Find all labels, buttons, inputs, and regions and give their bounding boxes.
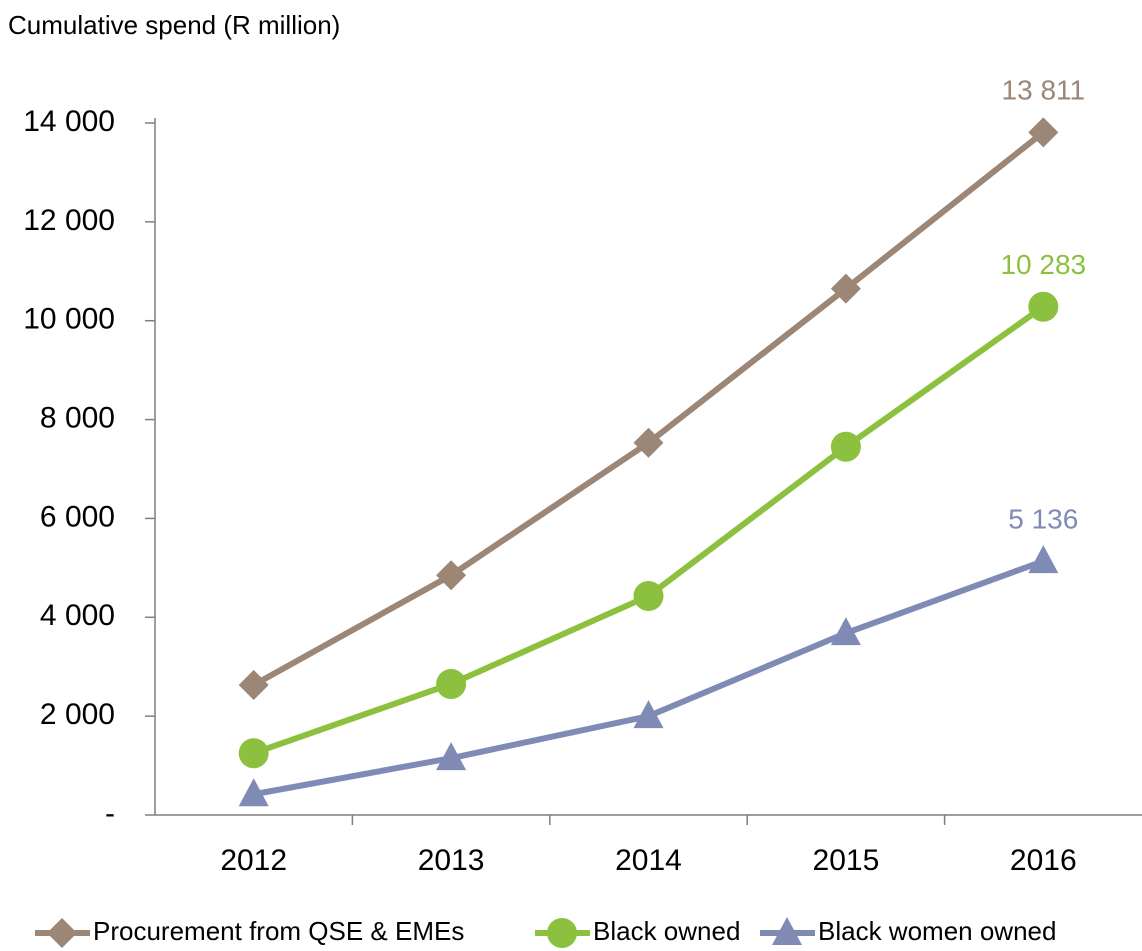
data-point bbox=[1028, 545, 1059, 574]
legend-label: Procurement from QSE & EMEs bbox=[93, 916, 464, 946]
y-axis-title: Cumulative spend (R million) bbox=[8, 10, 340, 40]
data-point bbox=[436, 669, 467, 700]
y-tick-label: 10 000 bbox=[23, 303, 115, 336]
data-point bbox=[1028, 117, 1059, 148]
x-tick-label: 2015 bbox=[813, 844, 880, 877]
data-point bbox=[436, 560, 467, 591]
legend-marker bbox=[772, 917, 802, 945]
y-tick-label: 8 000 bbox=[40, 401, 115, 434]
y-tick-label: 2 000 bbox=[40, 698, 115, 731]
data-point bbox=[830, 431, 861, 462]
y-tick-label: - bbox=[105, 797, 115, 830]
series-line bbox=[252, 304, 1046, 757]
data-label: 13 811 bbox=[1002, 75, 1086, 106]
data-label: 10 283 bbox=[1000, 249, 1086, 280]
data-point bbox=[633, 427, 664, 458]
data-point bbox=[238, 778, 269, 807]
y-tick-label: 6 000 bbox=[40, 500, 115, 533]
legend-marker bbox=[547, 918, 577, 948]
y-tick-label: 12 000 bbox=[23, 204, 115, 237]
x-tick-label: 2016 bbox=[1010, 844, 1077, 877]
data-point bbox=[633, 700, 664, 729]
legend-label: Black women owned bbox=[818, 916, 1056, 946]
data-point bbox=[238, 738, 269, 769]
y-tick-label: 4 000 bbox=[40, 599, 115, 632]
legend-label: Black owned bbox=[593, 916, 740, 946]
data-point bbox=[238, 670, 269, 701]
x-tick-label: 2012 bbox=[220, 844, 287, 877]
data-label: 5 136 bbox=[1008, 504, 1078, 535]
x-tick-label: 2013 bbox=[418, 844, 485, 877]
legend-marker bbox=[47, 918, 77, 948]
data-point bbox=[436, 742, 467, 771]
y-tick-label: 14 000 bbox=[23, 105, 115, 138]
data-point bbox=[633, 581, 664, 612]
x-tick-label: 2014 bbox=[615, 844, 682, 877]
data-point bbox=[830, 617, 861, 646]
data-point bbox=[830, 273, 861, 304]
data-point bbox=[1028, 291, 1059, 322]
